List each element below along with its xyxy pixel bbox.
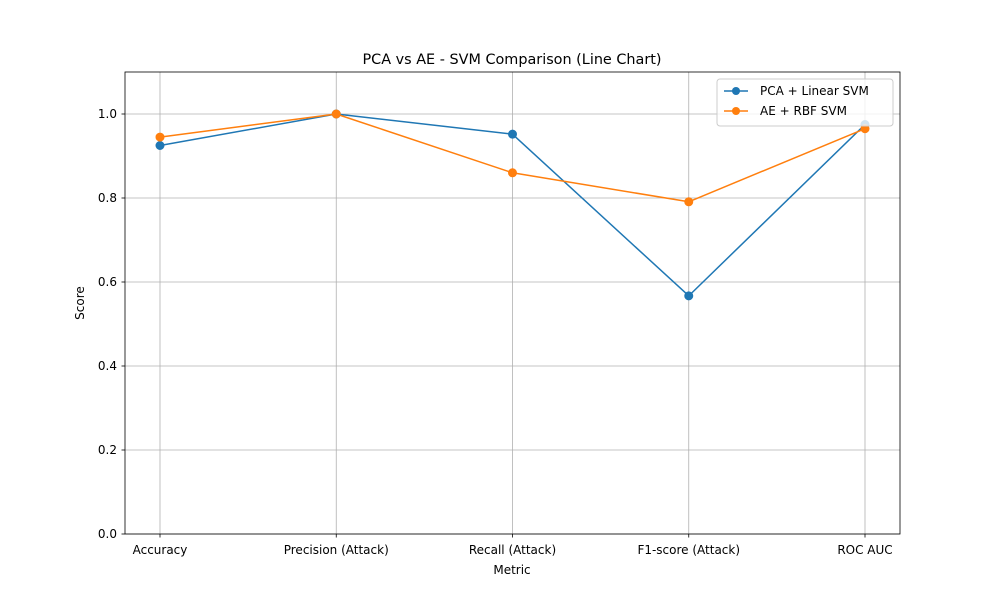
legend-marker-1 bbox=[732, 107, 740, 115]
x-tick-label: Precision (Attack) bbox=[284, 543, 389, 557]
legend: PCA + Linear SVM AE + RBF SVM bbox=[716, 78, 894, 127]
y-tick-label: 0.8 bbox=[98, 191, 117, 205]
x-tick-label: Accuracy bbox=[133, 543, 188, 557]
x-tick-label: ROC AUC bbox=[837, 543, 892, 557]
data-point-0-0 bbox=[155, 141, 165, 150]
grid-lines bbox=[125, 72, 900, 535]
y-tick-label: 1.0 bbox=[98, 107, 117, 121]
data-point-1-1 bbox=[331, 109, 341, 119]
legend-box bbox=[716, 78, 894, 127]
chart-title: PCA vs AE - SVM Comparison (Line Chart) bbox=[362, 52, 661, 68]
axis-ticks bbox=[121, 113, 866, 538]
y-tick-labels: 0.0 0.2 0.4 0.6 0.8 1.0 bbox=[98, 107, 117, 541]
legend-marker-0 bbox=[732, 87, 740, 95]
x-tick-labels: Accuracy Precision (Attack) Recall (Attack… bbox=[133, 543, 893, 557]
y-tick-label: 0.2 bbox=[98, 443, 117, 457]
series-markers bbox=[155, 109, 870, 301]
y-tick-label: 0.6 bbox=[98, 275, 117, 289]
legend-items: PCA + Linear SVM AE + RBF SVM bbox=[724, 84, 869, 118]
legend-label-1: AE + RBF SVM bbox=[760, 104, 847, 118]
y-tick-label: 0.0 bbox=[98, 527, 117, 541]
data-point-0-2 bbox=[508, 129, 517, 139]
x-axis-label: Metric bbox=[493, 563, 530, 577]
y-tick-label: 0.4 bbox=[98, 359, 117, 373]
x-tick-label: F1-score (Attack) bbox=[637, 543, 740, 557]
data-point-1-0 bbox=[155, 132, 165, 142]
data-point-0-3 bbox=[684, 291, 694, 301]
data-point-1-3 bbox=[684, 197, 694, 207]
legend-label-0: PCA + Linear SVM bbox=[760, 84, 869, 98]
data-point-1-2 bbox=[508, 168, 517, 178]
y-axis-label: Score bbox=[73, 286, 87, 320]
x-tick-label: Recall (Attack) bbox=[469, 543, 556, 557]
